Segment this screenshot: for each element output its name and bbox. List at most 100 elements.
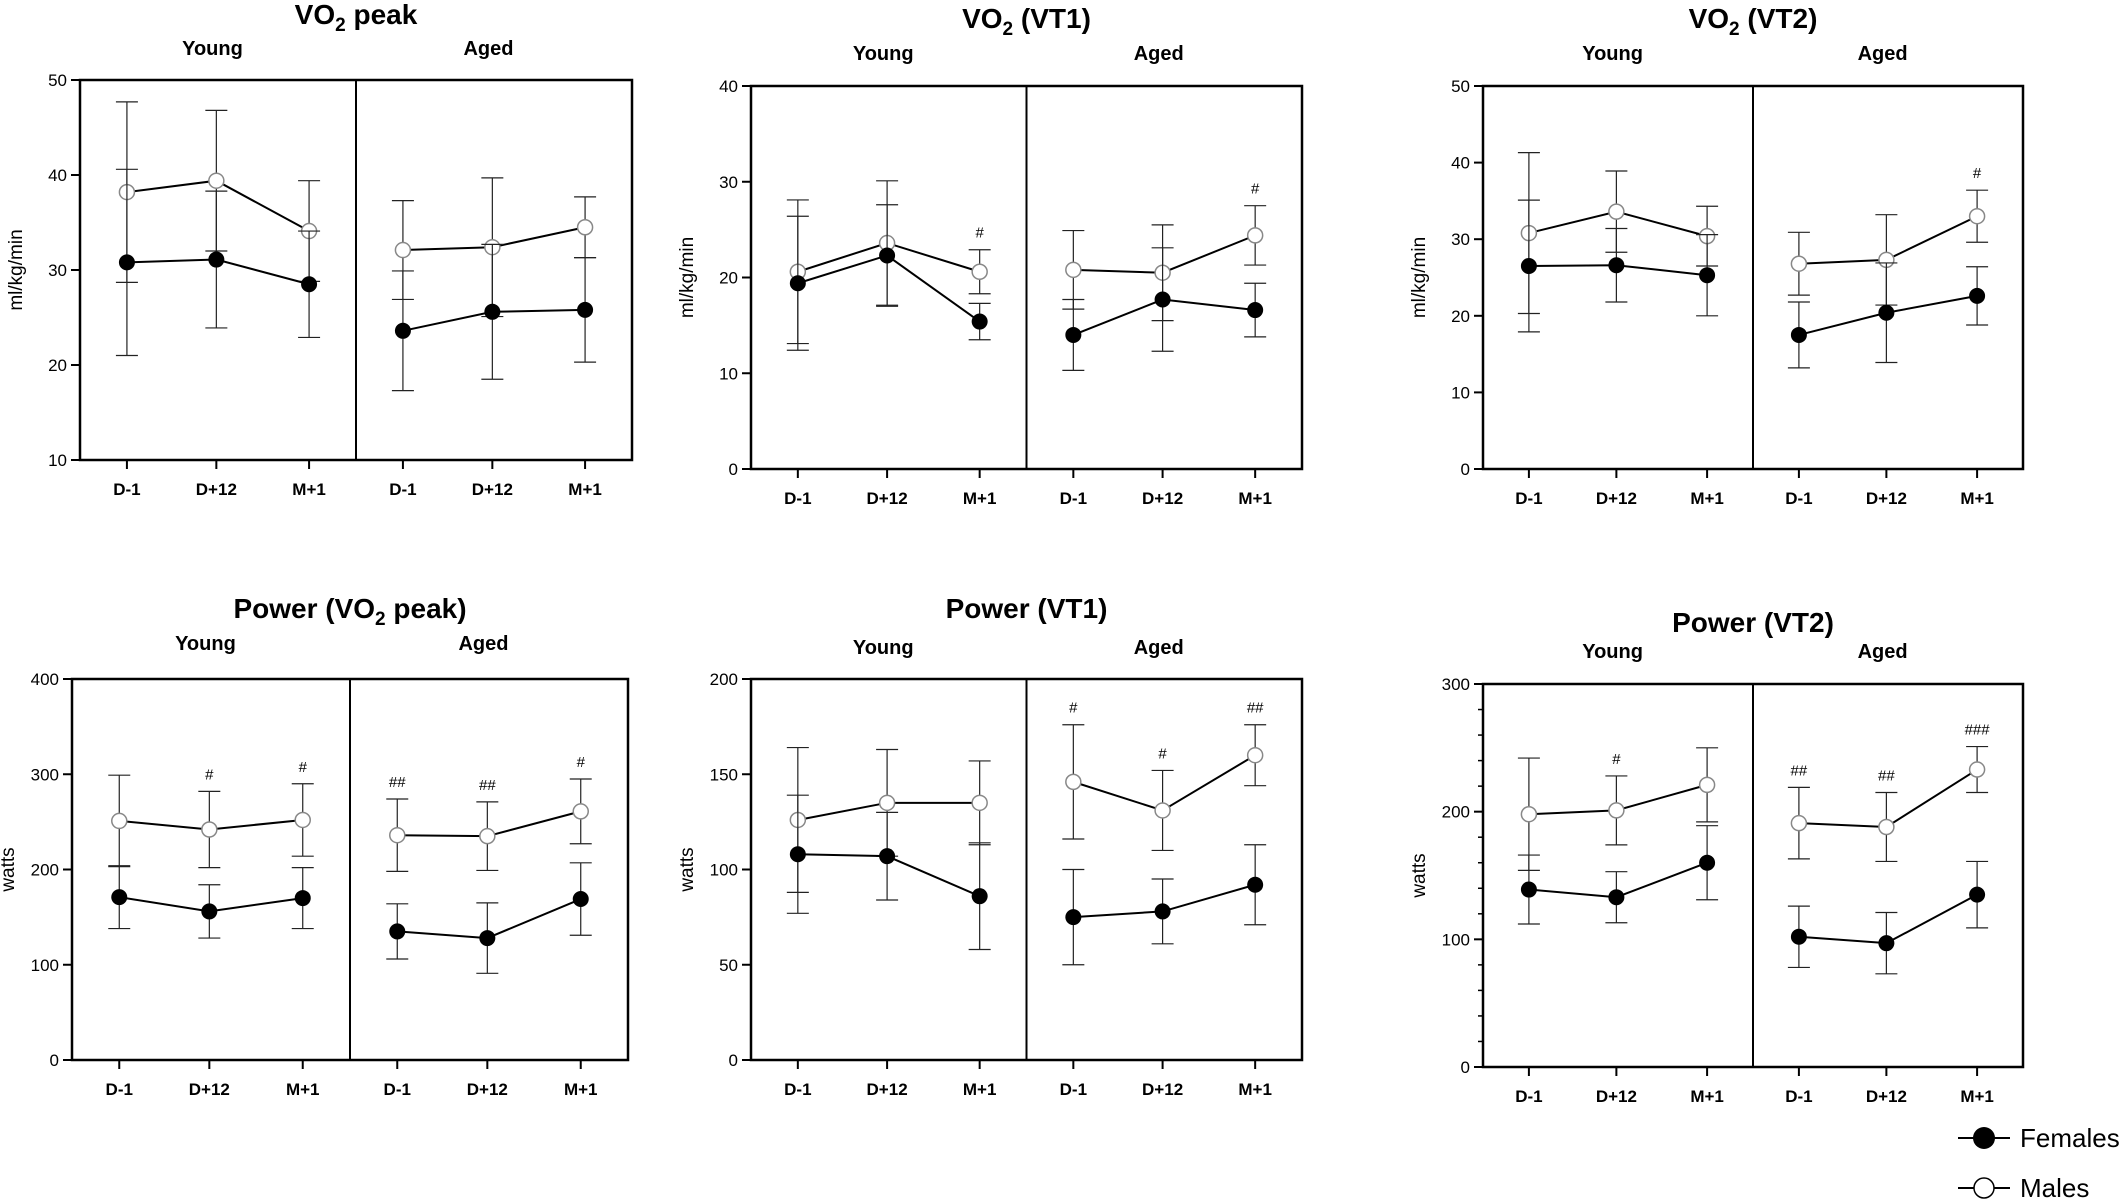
data-point-female (1520, 881, 1537, 898)
data-point-female (1154, 903, 1171, 920)
data-point-female (1065, 909, 1082, 926)
chart-panel-3: VO2 (VT2) Young Aged 0 10 20 30 40 50 ml/kg/min D-… (1409, 3, 2025, 508)
data-point-female (1878, 935, 1895, 952)
data-point-female (971, 313, 988, 330)
y-tick-label: 100 (1442, 930, 1470, 949)
significance-mark: # (1158, 745, 1167, 762)
data-point-male (1520, 805, 1538, 823)
y-tick-label: 10 (719, 364, 738, 383)
significance-mark: ## (479, 777, 496, 794)
x-tick-label: D-1 (106, 1080, 133, 1099)
x-tick-label: D+12 (1596, 1087, 1637, 1106)
data-point-male (572, 803, 589, 820)
y-tick-label: 50 (1451, 77, 1470, 96)
y-tick-label: 30 (719, 173, 738, 192)
series-line (1073, 754, 1256, 812)
y-tick-label: 40 (719, 77, 738, 96)
group-label: Young (1582, 641, 1643, 663)
data-point-female (572, 891, 589, 908)
group-label: Young (182, 38, 243, 60)
x-tick-label: D+12 (189, 1080, 230, 1099)
data-point-male (294, 811, 311, 829)
y-tick-label: 30 (48, 261, 67, 280)
x-tick-label: M+1 (1238, 489, 1272, 508)
data-point-female (1878, 304, 1895, 321)
significance-mark: # (299, 759, 308, 776)
data-point-female (1608, 257, 1625, 274)
y-tick-label: 0 (1461, 460, 1470, 479)
data-point-female (394, 322, 411, 339)
y-axis-label: ml/kg/min (6, 229, 27, 310)
data-point-female (1790, 326, 1807, 343)
x-tick-label: D-1 (1060, 489, 1087, 508)
y-tick-label: 100 (31, 956, 59, 975)
chart-panel-6: Power (VT2) Young Aged 0 100 200 300 watts D-1 D+… (1409, 607, 2025, 1106)
x-tick-label: M+1 (1960, 1087, 1994, 1106)
group-label: Aged (1858, 43, 1908, 65)
y-tick-label: 150 (710, 765, 738, 784)
x-tick-label: D-1 (1785, 1087, 1812, 1106)
chart-title: VO2 (VT2) (1689, 3, 1818, 40)
x-tick-label: D+12 (196, 480, 237, 499)
x-tick-label: M+1 (292, 480, 326, 499)
x-tick-label: M+1 (1690, 1087, 1724, 1106)
legend-marker-males (1973, 1177, 1995, 1199)
x-tick-label: D-1 (389, 480, 416, 499)
chart-panel-1: VO2 peak Young Aged 10 20 30 40 50 ml/kg/min D-1 D… (6, 0, 634, 499)
group-label: Young (853, 43, 914, 65)
y-tick-label: 400 (31, 670, 59, 689)
data-point-female (1969, 287, 1986, 304)
series-females (108, 862, 592, 974)
series-females (1517, 825, 1989, 975)
data-point-female (1065, 326, 1082, 343)
group-label: Aged (1134, 43, 1184, 65)
legend: Females Males (1958, 1123, 2120, 1201)
significance-mark: # (577, 754, 586, 771)
series-males: # ### ### (108, 754, 592, 873)
data-point-female (1608, 889, 1625, 906)
x-tick-label: D+12 (1866, 489, 1907, 508)
data-point-female (789, 846, 806, 863)
x-tick-label: D+12 (472, 480, 513, 499)
data-point-male (576, 219, 594, 236)
x-tick-label: D+12 (1142, 489, 1183, 508)
x-tick-label: D+12 (867, 489, 908, 508)
group-label: Aged (1134, 637, 1184, 659)
group-label: Aged (463, 38, 513, 60)
data-point-female (111, 889, 128, 906)
x-tick-label: M+1 (963, 1080, 997, 1099)
y-tick-label: 300 (1442, 675, 1470, 694)
x-tick-label: D-1 (113, 480, 140, 499)
data-point-female (1247, 302, 1264, 319)
data-point-female (479, 930, 496, 947)
significance-mark: ## (1791, 762, 1808, 779)
series-line (797, 254, 981, 323)
y-tick-label: 50 (48, 71, 67, 90)
chart-panel-2: VO2 (VT1) Young Aged 0 10 20 30 40 ml/kg/min D-1 D… (677, 3, 1304, 508)
data-point-female (1520, 258, 1537, 275)
x-tick-label: D-1 (1785, 489, 1812, 508)
data-point-female (1699, 854, 1716, 871)
legend-marker-females (1973, 1127, 1995, 1149)
y-tick-label: 200 (710, 670, 738, 689)
data-point-male (1968, 761, 1986, 778)
y-axis-label: ml/kg/min (1409, 237, 1430, 318)
y-tick-label: 300 (31, 765, 59, 784)
significance-mark: ## (1878, 768, 1895, 785)
data-point-male (878, 794, 896, 812)
x-tick-label: M+1 (1690, 489, 1724, 508)
data-point-female (1969, 886, 1986, 903)
data-point-female (208, 251, 225, 268)
data-point-female (879, 247, 896, 264)
y-axis-label: ml/kg/min (677, 237, 698, 318)
group-label: Aged (1858, 641, 1908, 663)
group-label: Young (1582, 43, 1643, 65)
data-point-female (789, 275, 806, 292)
series-females (1517, 199, 1989, 369)
y-tick-label: 20 (1451, 307, 1470, 326)
y-tick-label: 10 (48, 451, 67, 470)
x-tick-label: D-1 (1515, 489, 1542, 508)
data-point-female (301, 276, 318, 293)
data-point-male (389, 826, 406, 844)
x-tick-label: M+1 (286, 1080, 320, 1099)
